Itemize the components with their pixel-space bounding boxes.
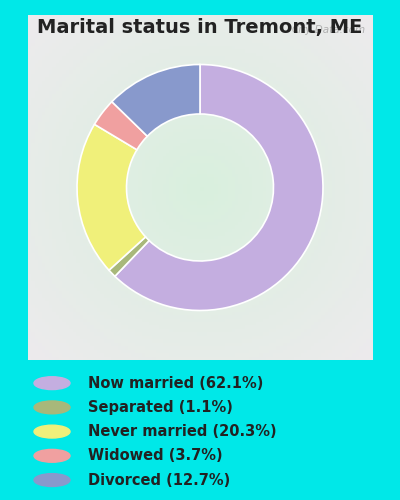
Wedge shape [112,64,200,136]
Wedge shape [115,64,323,310]
Text: Divorced (12.7%): Divorced (12.7%) [88,472,230,488]
Circle shape [34,401,70,414]
Text: Separated (1.1%): Separated (1.1%) [88,400,233,415]
Circle shape [34,425,70,438]
Wedge shape [109,237,149,277]
Text: Never married (20.3%): Never married (20.3%) [88,424,277,439]
Circle shape [34,450,70,462]
Wedge shape [77,124,146,270]
Circle shape [34,474,70,486]
Text: City-Data.com: City-Data.com [292,26,366,36]
Circle shape [34,376,70,390]
Text: Marital status in Tremont, ME: Marital status in Tremont, ME [37,18,363,36]
Text: Widowed (3.7%): Widowed (3.7%) [88,448,223,464]
Text: Now married (62.1%): Now married (62.1%) [88,376,263,390]
Wedge shape [94,102,147,150]
